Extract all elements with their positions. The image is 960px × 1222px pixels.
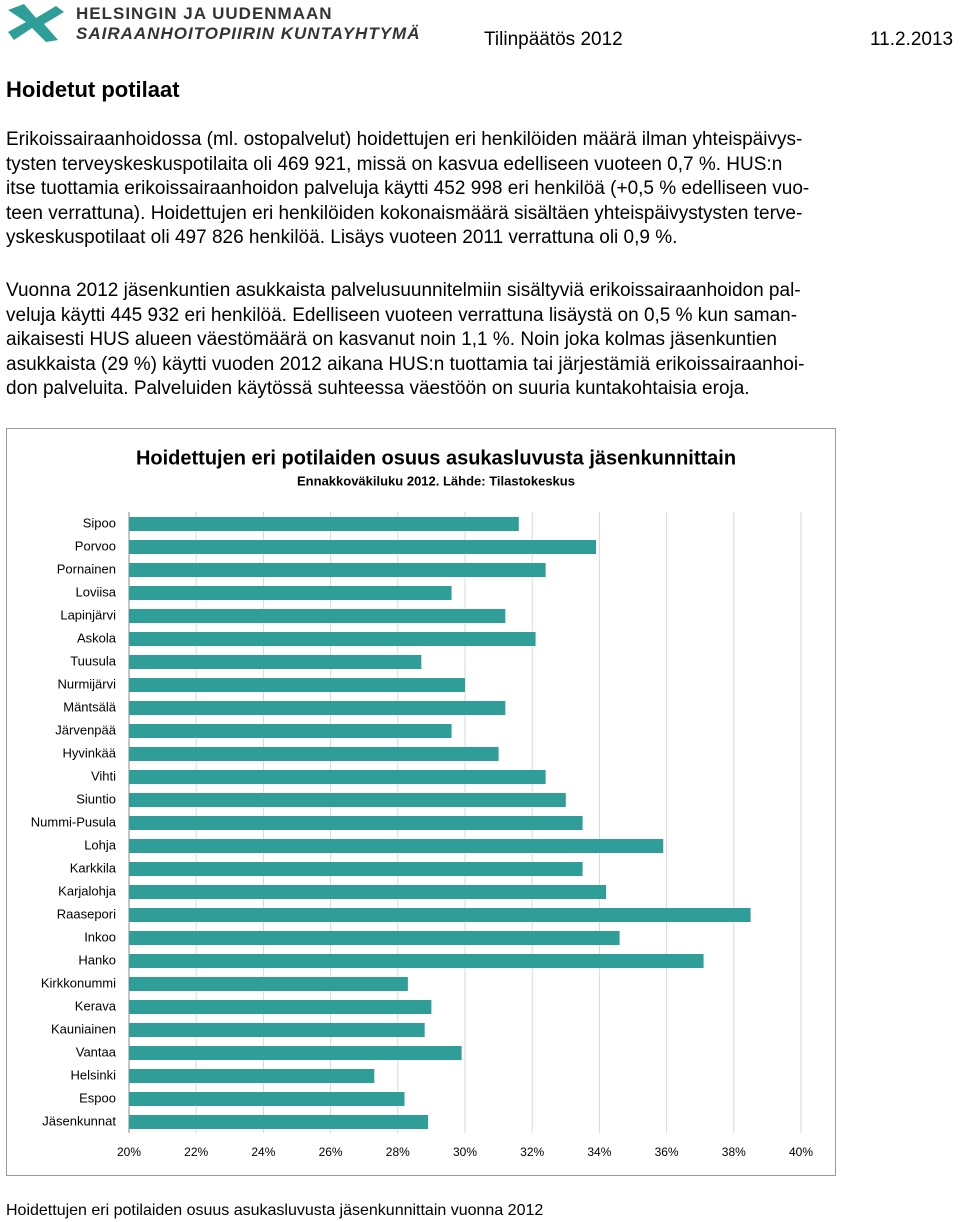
text-line: yskeskuspotilaat oli 497 826 henkilöä. L… xyxy=(6,227,678,248)
bar xyxy=(129,655,422,669)
logo xyxy=(8,4,64,42)
y-tick-label: Lohja xyxy=(84,837,117,852)
y-tick-label: Karkkila xyxy=(70,860,117,875)
caption: Hoidettujen eri potilaiden osuus asukasl… xyxy=(6,1202,544,1219)
y-tick-label: Vihti xyxy=(91,768,116,783)
y-tick-label: Sipoo xyxy=(83,515,116,530)
bar xyxy=(129,1092,405,1106)
y-tick-label: Kirkkonummi xyxy=(41,975,116,990)
bar xyxy=(129,954,704,968)
org-name: HELSINGIN JA UUDENMAAN SAIRAANHOITOPIIRI… xyxy=(76,4,421,44)
heading: Hoidetut potilaat xyxy=(6,77,180,102)
y-tick-label: Helsinki xyxy=(70,1067,116,1082)
bar xyxy=(129,747,499,761)
text-line: veluja käytti 445 932 eri henkilöä. Edel… xyxy=(6,304,798,326)
bar xyxy=(129,586,452,600)
bar xyxy=(129,862,583,876)
x-tick-label: 24% xyxy=(251,1145,275,1159)
y-tick-label: Jäsenkunnat xyxy=(42,1113,116,1128)
doc-date: 11.2.2013 xyxy=(870,29,954,50)
x-tick-label: 34% xyxy=(587,1145,611,1159)
bar xyxy=(129,563,546,577)
x-tick-label: 32% xyxy=(520,1145,544,1159)
bar xyxy=(129,1000,432,1014)
bar xyxy=(129,977,408,991)
y-tick-label: Porvoo xyxy=(75,538,116,553)
y-tick-label: Hyvinkää xyxy=(63,745,117,760)
text-line: Erikoissairaanhoidossa (ml. ostopalvelut… xyxy=(6,129,803,150)
y-tick-label: Karjalohja xyxy=(58,883,117,898)
bar xyxy=(129,540,597,554)
bar xyxy=(129,793,566,807)
y-tick-label: Vantaa xyxy=(76,1044,117,1059)
text-line: aikaisesti HUS alueen väestömäärä on kas… xyxy=(6,329,777,350)
bar xyxy=(129,701,506,715)
x-tick-label: 26% xyxy=(319,1145,343,1159)
doc-title: Tilinpäätös 2012 xyxy=(484,29,623,50)
chart-subtitle: Ennakkoväkiluku 2012. Lähde: Tilastokesk… xyxy=(297,473,575,488)
x-tick-label: 40% xyxy=(789,1145,813,1159)
y-tick-label: Espoo xyxy=(79,1090,116,1105)
bar xyxy=(129,885,607,899)
bar xyxy=(129,839,664,853)
bar xyxy=(129,632,536,646)
x-tick-label: 28% xyxy=(386,1145,410,1159)
bar xyxy=(129,609,506,623)
y-tick-label: Nummi-Pusula xyxy=(31,814,117,829)
y-tick-label: Järvenpää xyxy=(55,722,116,737)
x-tick-label: 22% xyxy=(184,1145,208,1159)
x-tick-label: 30% xyxy=(453,1145,477,1159)
bar xyxy=(129,724,452,738)
bar xyxy=(129,1069,375,1083)
y-tick-label: Lapinjärvi xyxy=(60,607,116,622)
x-tick-label: 20% xyxy=(117,1145,141,1159)
bar xyxy=(129,517,519,531)
x-tick-label: 36% xyxy=(655,1145,679,1159)
bar xyxy=(129,770,546,784)
bar xyxy=(129,908,751,922)
text-line: Vuonna 2012 jäsenkuntien asukkaista palv… xyxy=(6,280,801,301)
chart-frame xyxy=(6,428,836,1176)
text-line: teen verrattuna). Hoidettujen eri henkil… xyxy=(6,202,803,224)
paragraph: Erikoissairaanhoidossa (ml. ostopalvelut… xyxy=(6,128,809,251)
x-tick-label: 38% xyxy=(722,1145,746,1159)
y-tick-label: Kauniainen xyxy=(51,1021,116,1036)
bar xyxy=(129,1023,425,1037)
text-line: asukkaista (29 %) käytti vuoden 2012 aik… xyxy=(6,353,805,375)
text-line: don palveluita. Palveluiden käytössä suh… xyxy=(6,378,750,399)
bar xyxy=(129,816,583,830)
org-line: HELSINGIN JA UUDENMAAN xyxy=(76,4,333,23)
bar xyxy=(129,1115,429,1129)
org-line: SAIRAANHOITOPIIRIN KUNTAYHTYMÄ xyxy=(76,24,421,43)
y-tick-label: Inkoo xyxy=(84,929,116,944)
y-tick-label: Hanko xyxy=(78,952,116,967)
y-tick-label: Kerava xyxy=(75,998,117,1013)
y-tick-label: Nurmijärvi xyxy=(58,676,117,691)
y-tick-label: Loviisa xyxy=(76,584,117,599)
chart-title: Hoidettujen eri potilaiden osuus asukasl… xyxy=(136,447,736,469)
y-tick-label: Tuusula xyxy=(70,653,117,668)
text-line: itse tuottamia erikoissairaanhoidon palv… xyxy=(6,178,810,199)
y-tick-label: Siuntio xyxy=(76,791,116,806)
y-tick-label: Askola xyxy=(77,630,117,645)
text-line: tysten terveyskeskuspotilaita oli 469 92… xyxy=(6,153,783,175)
bar xyxy=(129,678,465,692)
y-tick-label: Raasepori xyxy=(57,906,116,921)
y-tick-label: Mäntsälä xyxy=(63,699,117,714)
bar xyxy=(129,1046,462,1060)
y-tick-label: Pornainen xyxy=(57,561,116,576)
bar xyxy=(129,931,620,945)
paragraph: Vuonna 2012 jäsenkuntien asukkaista palv… xyxy=(6,279,804,402)
chart: Hoidettujen eri potilaiden osuus asukasl… xyxy=(6,428,836,1176)
